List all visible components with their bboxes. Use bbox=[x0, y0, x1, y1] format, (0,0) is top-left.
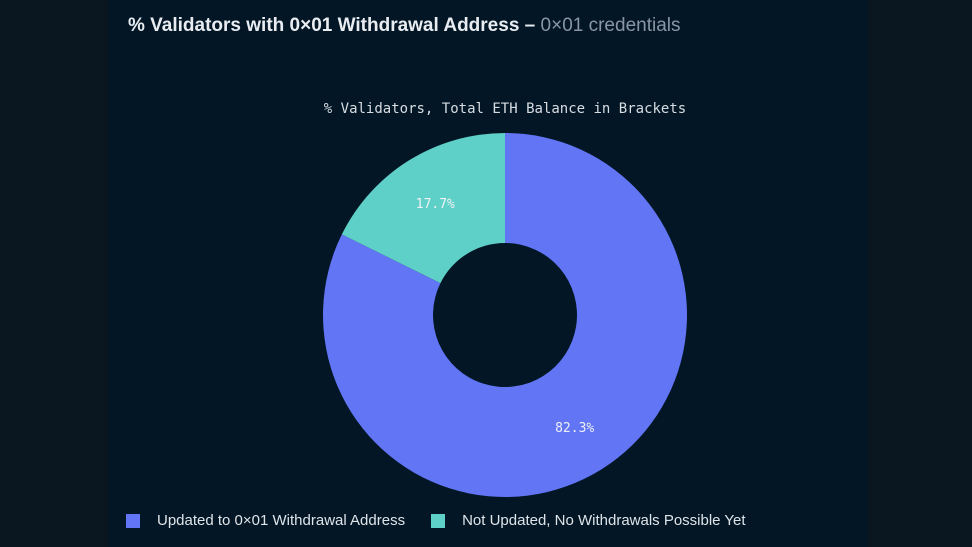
legend-label-updated: Updated to 0×01 Withdrawal Address bbox=[157, 512, 406, 529]
legend-swatch-not-updated bbox=[431, 513, 446, 528]
legend-label-not-updated: Not Updated, No Withdrawals Possible Yet bbox=[462, 512, 746, 529]
title-main: % Validators with 0×01 Withdrawal Addres… bbox=[128, 15, 520, 36]
slice-label-0: 82.3% bbox=[555, 421, 594, 436]
page-title: % Validators with 0×01 Withdrawal Addres… bbox=[128, 15, 681, 37]
donut-slice-1[interactable] bbox=[341, 133, 505, 284]
title-separator: – bbox=[524, 15, 536, 36]
legend-swatch-updated bbox=[126, 513, 140, 528]
chart-legend: Updated to 0×01 Withdrawal Address Not U… bbox=[126, 512, 772, 529]
donut-slice-0[interactable] bbox=[323, 133, 687, 497]
title-secondary: 0×01 credentials bbox=[540, 15, 681, 36]
legend-item-not-updated[interactable]: Not Updated, No Withdrawals Possible Yet bbox=[431, 512, 746, 529]
chart-title: % Validators, Total ETH Balance in Brack… bbox=[323, 101, 687, 117]
legend-item-updated[interactable]: Updated to 0×01 Withdrawal Address bbox=[126, 512, 405, 529]
slice-label-1: 17.7% bbox=[416, 197, 455, 212]
